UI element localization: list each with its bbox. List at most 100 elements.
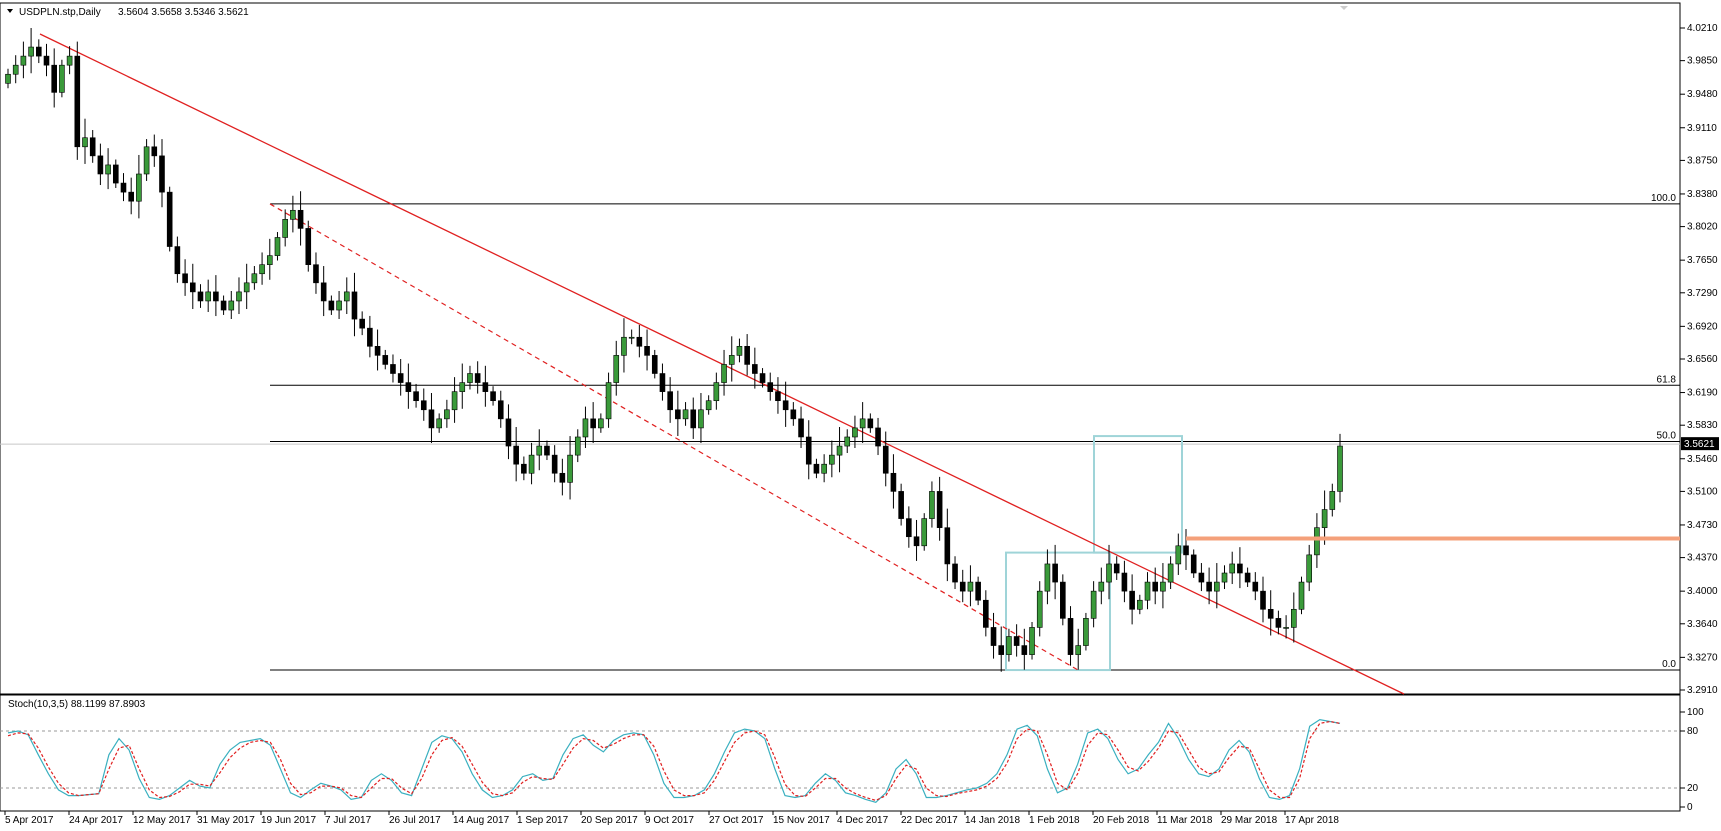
candle	[35, 39, 42, 64]
candle	[775, 377, 781, 414]
candle	[906, 506, 912, 548]
time-tick-label: 27 Oct 2017	[709, 815, 764, 826]
bear-candle-body	[790, 409, 797, 420]
scroll-marker-icon	[1340, 6, 1348, 10]
candle	[1214, 563, 1220, 609]
candle	[990, 612, 997, 659]
candle	[1237, 547, 1243, 589]
bull-candle-body	[228, 300, 235, 311]
candle	[1152, 567, 1159, 605]
bull-candle-body	[1090, 590, 1097, 619]
time-tick-label: 15 Nov 2017	[773, 815, 830, 826]
bear-candle-body	[313, 264, 319, 284]
candle	[636, 324, 643, 358]
bear-candle-body	[297, 209, 304, 229]
candle	[551, 445, 558, 483]
candle	[74, 41, 81, 160]
bear-candle-body	[521, 463, 527, 474]
triangle-down-icon[interactable]	[7, 9, 13, 13]
bear-candle-body	[420, 400, 427, 411]
bear-candle-body	[1267, 608, 1274, 619]
bear-candle-body	[120, 182, 127, 193]
candle	[644, 329, 650, 371]
time-tick-label: 9 Oct 2017	[645, 815, 694, 826]
bear-candle-body	[1121, 572, 1128, 592]
bear-candle-body	[1183, 545, 1189, 556]
bull-candle-body	[459, 382, 466, 392]
bear-candle-body	[97, 155, 104, 175]
bull-candle-body	[598, 418, 604, 429]
bear-candle-body	[1237, 563, 1243, 574]
main-trendline	[39, 33, 1405, 695]
candle	[112, 159, 119, 188]
bear-candle-body	[882, 445, 889, 474]
candle	[705, 395, 712, 415]
candle	[297, 191, 304, 246]
fib-level-label: 50.0	[1657, 431, 1677, 442]
price-tick-label: 3.9850	[1687, 56, 1718, 67]
candle	[467, 365, 473, 390]
candle	[1036, 581, 1043, 637]
price-tick-label: 3.2910	[1687, 685, 1718, 696]
time-tick-label: 5 Apr 2017	[5, 815, 54, 826]
time-tick-label: 14 Jan 2018	[965, 815, 1020, 826]
candle	[174, 236, 181, 283]
bear-candle-body	[197, 291, 204, 302]
bear-candle-body	[936, 491, 943, 528]
candle	[1006, 628, 1012, 662]
bear-candle-body	[397, 373, 404, 383]
candle	[1198, 563, 1205, 592]
candle	[382, 349, 389, 370]
bull-candle-body	[467, 373, 473, 383]
candle	[5, 68, 11, 89]
candle	[829, 440, 835, 478]
candle	[20, 41, 27, 79]
bear-candle-body	[675, 409, 681, 420]
candle	[189, 263, 196, 310]
candle	[998, 626, 1005, 672]
fib-level-label: 0.0	[1662, 659, 1676, 670]
candle	[97, 143, 104, 186]
stoch-panel: Stoch(10,3,5) 88.1199 87.8903	[0, 694, 1681, 812]
candle	[975, 576, 981, 606]
candle	[805, 420, 812, 480]
candle	[859, 402, 866, 444]
bull-candle-body	[266, 255, 273, 265]
bull-candle-body	[713, 382, 720, 402]
bear-candle-body	[320, 282, 327, 302]
time-tick-label: 4 Dec 2017	[837, 815, 889, 826]
bear-candle-body	[513, 445, 519, 465]
candle	[1021, 628, 1028, 670]
candle	[559, 458, 566, 496]
candle	[1337, 433, 1343, 503]
bear-candle-body	[174, 246, 181, 275]
bull-candle-body	[728, 355, 735, 365]
bear-candle-body	[590, 418, 596, 429]
candle	[1221, 565, 1228, 590]
price-panel: 100.0 61.8 50.0 0.0	[0, 2, 1681, 695]
candle	[983, 590, 989, 637]
bull-candle-body	[1029, 627, 1035, 655]
bear-candle-body	[782, 400, 789, 411]
bear-candle-body	[1252, 581, 1259, 592]
candle	[782, 381, 789, 427]
bear-candle-body	[759, 373, 766, 383]
time-tick-label: 1 Sep 2017	[517, 815, 569, 826]
candle	[1121, 560, 1128, 603]
bear-candle-body	[636, 336, 643, 347]
candle	[921, 513, 928, 551]
candle	[521, 456, 527, 481]
candle	[405, 363, 412, 409]
bear-candle-body	[744, 346, 750, 365]
bear-candle-body	[328, 300, 335, 311]
bear-candle-body	[474, 373, 481, 383]
bear-candle-body	[405, 382, 412, 392]
bull-candle-body	[852, 427, 858, 438]
time-tick-label: 31 May 2017	[197, 815, 255, 826]
candle	[1298, 576, 1305, 615]
candle	[89, 130, 96, 163]
current-price-label: 3.5621	[1684, 439, 1715, 450]
bear-candle-body	[906, 518, 912, 538]
candle	[459, 363, 466, 409]
candle	[1160, 563, 1166, 609]
